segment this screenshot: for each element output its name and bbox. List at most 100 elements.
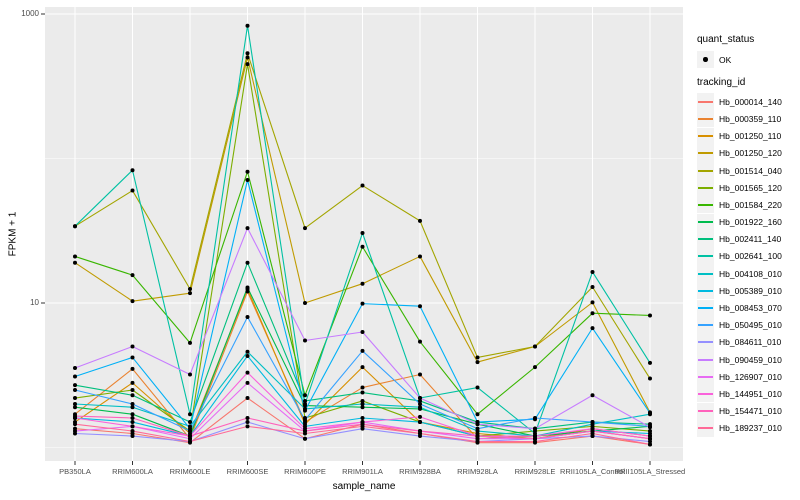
- legend-item-tracking-id: Hb_050495_010: [697, 316, 799, 334]
- legend-key-line-icon: [697, 368, 714, 386]
- line-swatch-icon: [698, 238, 713, 241]
- line-swatch-icon: [698, 100, 713, 103]
- legend-key-line-icon: [697, 162, 714, 180]
- legend-title-tracking-id: tracking_id: [697, 77, 746, 89]
- legend-item-tracking-id: Hb_001565_120: [697, 179, 799, 197]
- legend-item-tracking-id: Hb_001584_220: [697, 196, 799, 214]
- line-swatch-icon: [698, 410, 713, 413]
- line-swatch-icon: [698, 203, 713, 206]
- legend-item-label: Hb_126907_010: [719, 371, 782, 382]
- legend-title-quant-status: quant_status: [697, 34, 755, 45]
- x-tick-label: RRIM600LE: [169, 467, 211, 476]
- legend-item-tracking-id: Hb_000014_140: [697, 93, 799, 111]
- line-swatch-icon: [698, 375, 713, 378]
- x-tick-label: RRII105LA_Control: [559, 467, 626, 476]
- legend-item-label: Hb_189237_010: [719, 423, 782, 434]
- point-marker-icon: [703, 57, 708, 62]
- legend-item-quant-status: OK: [697, 51, 799, 69]
- legend-key-line-icon: [697, 196, 714, 214]
- legend-key-line-icon: [697, 213, 714, 231]
- x-tick-label: RRII105LA_Stressed: [614, 467, 686, 476]
- legend-item-label: Hb_000359_110: [719, 113, 782, 124]
- y-axis-title: FPKM + 1: [7, 211, 19, 257]
- legend-item-label: Hb_084611_010: [719, 337, 782, 348]
- x-tick-label: RRIM928BA: [399, 467, 441, 476]
- y-tick-label: 10: [30, 298, 39, 307]
- legend-item-label: Hb_001565_120: [719, 182, 782, 193]
- line-swatch-icon: [698, 272, 713, 275]
- legend-key-line-icon: [697, 419, 714, 437]
- line-swatch-icon: [698, 324, 713, 327]
- legend-item-label: Hb_090459_010: [719, 354, 782, 365]
- legend-key-line-icon: [697, 351, 714, 369]
- legend-key-line-icon: [697, 144, 714, 162]
- legend-item-tracking-id: Hb_154471_010: [697, 402, 799, 420]
- legend-item-label: Hb_001250_110: [719, 131, 782, 142]
- legend-item-label: Hb_001584_220: [719, 199, 782, 210]
- x-axis-title: sample_name: [332, 481, 396, 492]
- line-swatch-icon: [698, 152, 713, 155]
- x-tick-label: RRIM928LE: [514, 467, 556, 476]
- plot-panel: [45, 7, 683, 461]
- y-tick-label: 1000: [21, 9, 39, 18]
- line-swatch-icon: [698, 186, 713, 189]
- legend-item-label: Hb_001250_120: [719, 148, 782, 159]
- legend-key-line-icon: [697, 127, 714, 145]
- line-swatch-icon: [698, 358, 713, 361]
- legend-item-tracking-id: Hb_008453_070: [697, 299, 799, 317]
- legend-item-tracking-id: Hb_189237_010: [697, 419, 799, 437]
- legend-item-label: Hb_002411_140: [719, 234, 782, 245]
- x-tick-label: PB350LA: [59, 467, 91, 476]
- line-swatch-icon: [698, 427, 713, 430]
- legend-key-line-icon: [697, 299, 714, 317]
- legend-item-tracking-id: Hb_126907_010: [697, 368, 799, 386]
- legend-tracking-id-items: Hb_000014_140 Hb_000359_110 Hb_001250_110 H…: [697, 93, 799, 437]
- legend-item-label: OK: [719, 54, 732, 65]
- legend-key-line-icon: [697, 93, 714, 111]
- legend-item-tracking-id: Hb_002411_140: [697, 230, 799, 248]
- legend-key-line-icon: [697, 230, 714, 248]
- legend-key-line-icon: [697, 110, 714, 128]
- legend-key-line-icon: [697, 265, 714, 283]
- legend-quant-status-items: OK: [697, 51, 799, 69]
- legend-item-tracking-id: Hb_084611_010: [697, 333, 799, 351]
- legend-item-label: Hb_144951_010: [719, 388, 782, 399]
- line-swatch-icon: [698, 221, 713, 224]
- line-swatch-icon: [698, 135, 713, 138]
- legend-item-label: Hb_050495_010: [719, 320, 782, 331]
- legend-key-point-icon: [697, 51, 714, 69]
- line-swatch-icon: [698, 307, 713, 310]
- legend-item-label: Hb_008453_070: [719, 303, 782, 314]
- x-tick-label: RRIM901LA: [342, 467, 383, 476]
- legend-key-line-icon: [697, 316, 714, 334]
- line-swatch-icon: [698, 289, 713, 292]
- legend-key-line-icon: [697, 333, 714, 351]
- x-tick-label: RRIM600SE: [226, 467, 269, 476]
- legend-item-label: Hb_001922_160: [719, 217, 782, 228]
- legend-item-label: Hb_005389_010: [719, 285, 782, 296]
- line-swatch-icon: [698, 392, 713, 395]
- legend-key-line-icon: [697, 402, 714, 420]
- legend-key-line-icon: [697, 282, 714, 300]
- line-swatch-icon: [698, 341, 713, 344]
- legend-item-tracking-id: Hb_002641_100: [697, 247, 799, 265]
- x-tick-label: RRIM928LA: [457, 467, 498, 476]
- legend: quant_status OK tracking_id Hb_000014_14…: [697, 34, 799, 437]
- x-tick-label: RRIM600PE: [284, 467, 326, 476]
- legend-item-tracking-id: Hb_004108_010: [697, 265, 799, 283]
- legend-item-tracking-id: Hb_000359_110: [697, 110, 799, 128]
- legend-item-tracking-id: Hb_090459_010: [697, 351, 799, 369]
- legend-item-tracking-id: Hb_001922_160: [697, 213, 799, 231]
- line-swatch-icon: [698, 169, 713, 172]
- legend-item-label: Hb_004108_010: [719, 268, 782, 279]
- legend-item-tracking-id: Hb_001250_120: [697, 144, 799, 162]
- legend-key-line-icon: [697, 179, 714, 197]
- legend-key-line-icon: [697, 385, 714, 403]
- legend-item-label: Hb_002641_100: [719, 251, 782, 262]
- line-swatch-icon: [698, 117, 713, 120]
- legend-item-tracking-id: Hb_001514_040: [697, 162, 799, 180]
- legend-item-tracking-id: Hb_144951_010: [697, 385, 799, 403]
- legend-item-label: Hb_154471_010: [719, 406, 782, 417]
- legend-item-label: Hb_000014_140: [719, 96, 782, 107]
